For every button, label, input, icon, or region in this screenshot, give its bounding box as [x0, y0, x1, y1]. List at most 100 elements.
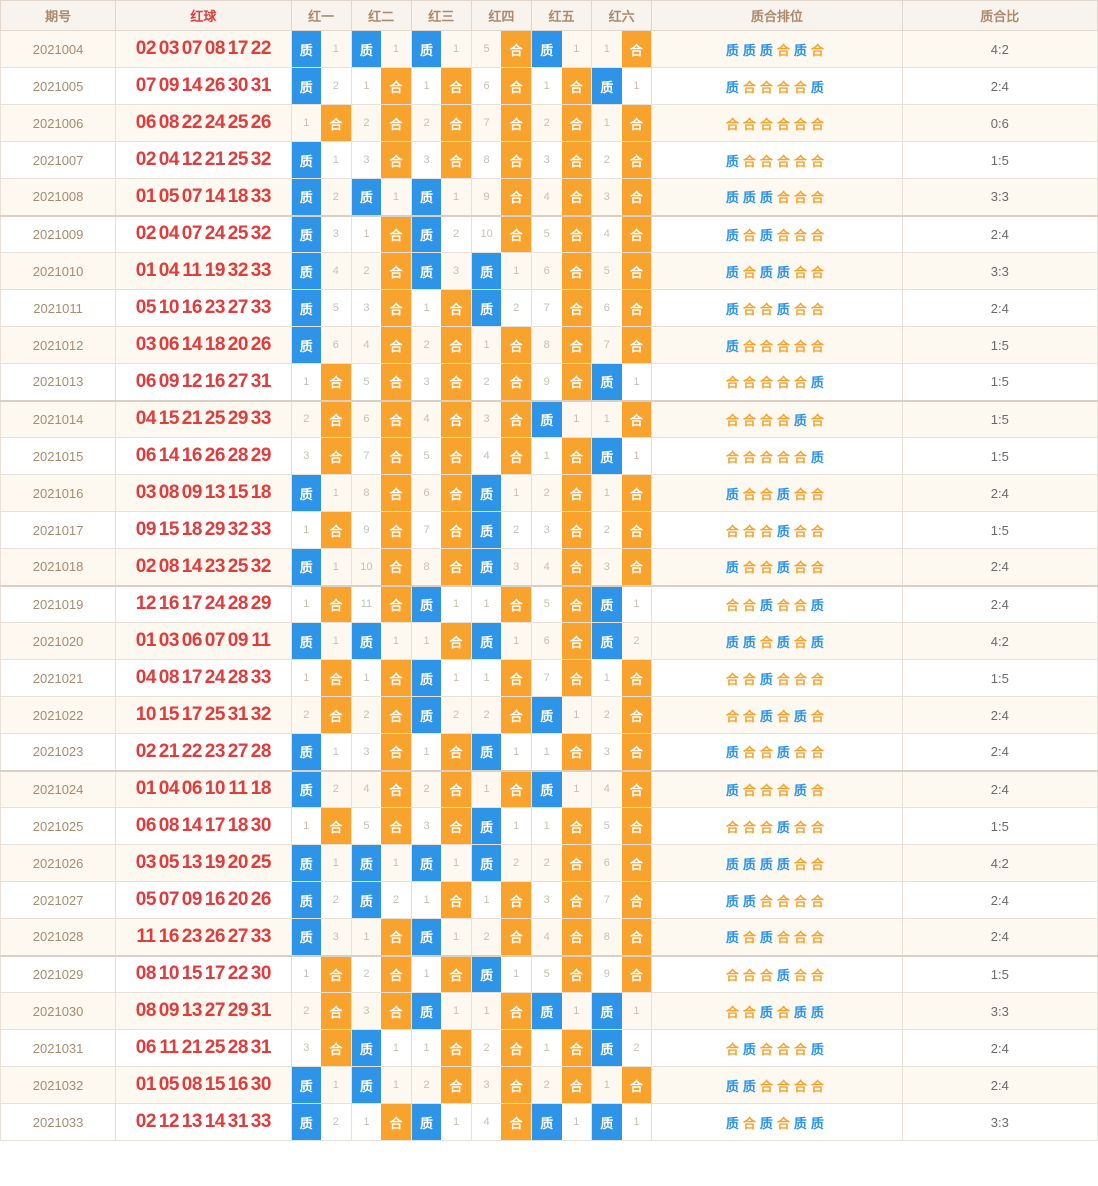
red-ball: 08 [203, 38, 226, 60]
he-cell: 合 [562, 290, 592, 326]
he-cell: 合 [562, 845, 592, 881]
pair-cell: 质1 [411, 919, 471, 956]
red-ball: 14 [180, 815, 203, 837]
count-cell: 1 [472, 993, 502, 1029]
ratio-cell: 1:5 [902, 512, 1097, 549]
he-cell: 合 [622, 882, 652, 918]
zhi-cell: 质 [472, 957, 502, 993]
pair-cell: 7合 [531, 660, 591, 697]
red-ball: 08 [134, 1000, 157, 1022]
count-cell: 5 [412, 438, 442, 474]
pair-cell: 质1 [411, 845, 471, 882]
ratio-cell: 1:5 [902, 401, 1097, 438]
pair-cell: 2合 [411, 771, 471, 808]
red-ball: 14 [203, 186, 226, 208]
pair-cell: 1合 [291, 956, 351, 993]
he-cell: 合 [622, 217, 652, 253]
ratio-cell: 1:5 [902, 364, 1097, 401]
red-ball: 16 [180, 445, 203, 467]
pair-cell: 质3 [411, 253, 471, 290]
header-pattern: 质合排位 [652, 1, 902, 31]
red-ball: 08 [157, 667, 180, 689]
pair-cell: 2合 [471, 364, 531, 401]
count-cell: 1 [412, 957, 442, 993]
count-cell: 1 [622, 438, 652, 474]
table-row: 2021005070914263031质21合1合6合1合质1质合合合合质2:4 [1, 68, 1098, 105]
zhi-cell: 质 [292, 1104, 322, 1140]
table-row: 20210290810151722301合2合1合质15合9合合合合质合合1:5 [1, 956, 1098, 993]
red-ball: 22 [226, 963, 249, 985]
zhi-cell: 质 [592, 438, 622, 474]
red-ball: 21 [157, 741, 180, 763]
count-cell: 6 [532, 623, 562, 659]
count-cell: 6 [352, 402, 382, 438]
he-cell: 合 [622, 772, 652, 808]
count-cell: 1 [441, 31, 471, 67]
count-cell: 6 [592, 290, 622, 326]
count-cell: 2 [321, 179, 351, 215]
he-cell: 合 [501, 179, 531, 215]
pair-cell: 质1 [351, 623, 411, 660]
pair-cell: 1合 [592, 475, 652, 512]
red-ball: 09 [157, 1000, 180, 1022]
zhi-cell: 质 [352, 1030, 382, 1066]
pair-cell: 5合 [531, 216, 591, 253]
period-cell: 2021017 [1, 512, 116, 549]
pair-cell: 2合 [351, 105, 411, 142]
header-hong4: 红四 [471, 1, 531, 31]
count-cell: 5 [352, 808, 382, 844]
pair-cell: 质1 [531, 401, 591, 438]
pair-cell: 9合 [531, 364, 591, 401]
he-cell: 合 [501, 587, 531, 623]
pair-cell: 7合 [351, 438, 411, 475]
period-cell: 2021007 [1, 142, 116, 179]
pair-cell: 2合 [592, 512, 652, 549]
he-cell: 合 [501, 660, 531, 696]
zhi-cell: 质 [352, 31, 382, 67]
period-cell: 2021018 [1, 549, 116, 586]
pattern-cell: 质合质合质质 [652, 1104, 902, 1141]
count-cell: 2 [592, 697, 622, 733]
pattern-cell: 质合合质合合 [652, 734, 902, 771]
ratio-cell: 2:4 [902, 68, 1097, 105]
he-cell: 合 [501, 68, 531, 104]
count-cell: 3 [472, 402, 502, 438]
pair-cell: 2合 [351, 697, 411, 734]
zhi-cell: 质 [592, 68, 622, 104]
he-cell: 合 [441, 734, 471, 770]
count-cell: 1 [321, 142, 351, 178]
red-ball: 12 [180, 371, 203, 393]
pair-cell: 质1 [531, 1104, 591, 1141]
red-ball: 05 [157, 186, 180, 208]
red-ball: 27 [226, 741, 249, 763]
count-cell: 7 [592, 327, 622, 363]
ratio-cell: 4:2 [902, 31, 1097, 68]
he-cell: 合 [441, 475, 471, 511]
red-ball: 13 [180, 852, 203, 874]
he-cell: 合 [381, 660, 411, 696]
pair-cell: 质4 [291, 253, 351, 290]
red-ball: 05 [134, 297, 157, 319]
balls-cell: 020307081722 [116, 31, 291, 68]
red-ball: 26 [249, 889, 272, 911]
pair-cell: 7合 [592, 882, 652, 919]
red-ball: 11 [134, 926, 157, 948]
header-ratio: 质合比 [902, 1, 1097, 31]
pair-cell: 质1 [531, 31, 591, 68]
red-ball: 08 [134, 963, 157, 985]
pair-cell: 质2 [471, 290, 531, 327]
ratio-cell: 2:4 [902, 290, 1097, 327]
pair-cell: 7合 [531, 290, 591, 327]
zhi-cell: 质 [292, 475, 322, 511]
red-ball: 23 [203, 297, 226, 319]
pair-cell: 4合 [531, 549, 591, 586]
red-ball: 10 [134, 704, 157, 726]
red-ball: 22 [180, 112, 203, 134]
period-cell: 2021031 [1, 1030, 116, 1067]
he-cell: 合 [381, 402, 411, 438]
count-cell: 1 [501, 253, 531, 289]
period-cell: 2021011 [1, 290, 116, 327]
red-ball: 01 [134, 1074, 157, 1096]
zhi-cell: 质 [412, 31, 442, 67]
red-ball: 09 [157, 75, 180, 97]
